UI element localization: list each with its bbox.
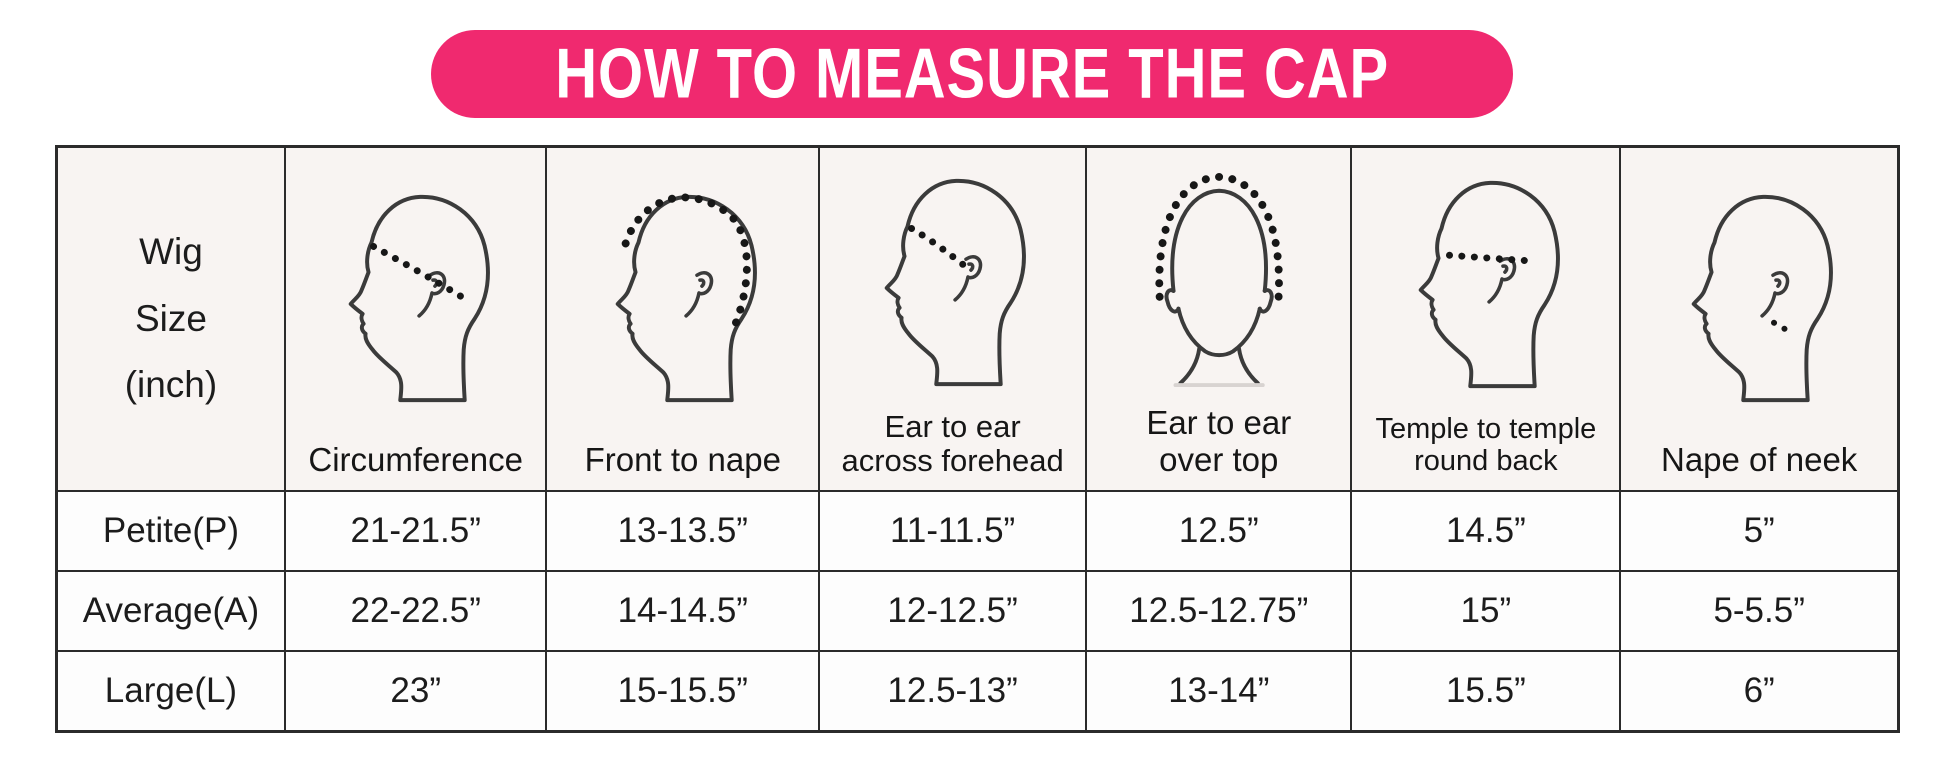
head-profile-temple-to-temple-icon — [1387, 148, 1585, 414]
page-title: HOW TO MEASURE THE CAP — [555, 34, 1389, 114]
large-ear-to-ear-across-forehead: 12.5-13” — [818, 650, 1088, 733]
petite-temple-to-temple: 14.5” — [1350, 490, 1622, 572]
wig-size-table: Wig Size (inch) Circumference — [55, 145, 1900, 733]
petite-ear-to-ear-over-top: 12.5” — [1085, 490, 1353, 572]
column-label-ear-to-ear-across-forehead: Ear to ear across forehead — [841, 408, 1064, 478]
petite-circumference: 21-21.5” — [283, 490, 548, 572]
petite-front-to-nape: 13-13.5” — [545, 490, 821, 572]
column-header-front-to-nape: Front to nape — [545, 145, 821, 492]
large-front-to-nape: 15-15.5” — [545, 650, 821, 733]
title-banner: HOW TO MEASURE THE CAP — [431, 30, 1513, 118]
table-row-average: Average(A) 22-22.5” 14-14.5” 12-12.5” 12… — [55, 570, 1900, 652]
head-profile-circumference-icon — [317, 148, 515, 442]
wig-size-line: Wig — [139, 231, 203, 273]
column-label-temple-to-temple: Temple to temple round back — [1375, 413, 1597, 478]
head-profile-front-to-nape-icon — [584, 148, 782, 442]
head-profile-ear-to-ear-forehead-icon — [853, 148, 1051, 410]
large-ear-to-ear-over-top: 13-14” — [1085, 650, 1353, 733]
row-label-petite: Petite(P) — [55, 490, 286, 572]
wig-size-header-cell: Wig Size (inch) — [55, 145, 286, 492]
column-label-front-to-nape: Front to nape — [584, 440, 781, 478]
large-nape-of-neck: 6” — [1619, 650, 1900, 733]
column-header-temple-to-temple: Temple to temple round back — [1350, 145, 1622, 492]
column-header-circumference: Circumference — [283, 145, 548, 492]
average-nape-of-neck: 5-5.5” — [1619, 570, 1900, 652]
petite-ear-to-ear-across-forehead: 11-11.5” — [818, 490, 1088, 572]
average-temple-to-temple: 15” — [1350, 570, 1622, 652]
petite-nape-of-neck: 5” — [1619, 490, 1900, 572]
column-header-ear-to-ear-over-top: Ear to ear over top — [1085, 145, 1353, 492]
column-header-ear-to-ear-across-forehead: Ear to ear across forehead — [818, 145, 1088, 492]
head-profile-nape-icon — [1660, 148, 1858, 442]
header-row: Wig Size (inch) Circumference — [55, 145, 1900, 492]
table-row-large: Large(L) 23” 15-15.5” 12.5-13” 13-14” 15… — [55, 650, 1900, 733]
large-circumference: 23” — [283, 650, 548, 733]
row-label-large: Large(L) — [55, 650, 286, 733]
average-ear-to-ear-across-forehead: 12-12.5” — [818, 570, 1088, 652]
average-ear-to-ear-over-top: 12.5-12.75” — [1085, 570, 1353, 652]
column-header-nape-of-neck: Nape of neek — [1619, 145, 1900, 492]
average-front-to-nape: 14-14.5” — [545, 570, 821, 652]
column-label-ear-to-ear-over-top: Ear to ear over top — [1146, 404, 1292, 478]
wig-size-line: (inch) — [124, 364, 218, 406]
large-temple-to-temple: 15.5” — [1350, 650, 1622, 733]
table-row-petite: Petite(P) 21-21.5” 13-13.5” 11-11.5” 12.… — [55, 490, 1900, 572]
head-front-ear-to-ear-over-top-icon — [1120, 148, 1318, 405]
wig-size-line: Size — [134, 297, 207, 339]
column-label-nape-of-neck: Nape of neek — [1661, 440, 1858, 478]
average-circumference: 22-22.5” — [283, 570, 548, 652]
row-label-average: Average(A) — [55, 570, 286, 652]
column-label-circumference: Circumference — [308, 440, 523, 478]
